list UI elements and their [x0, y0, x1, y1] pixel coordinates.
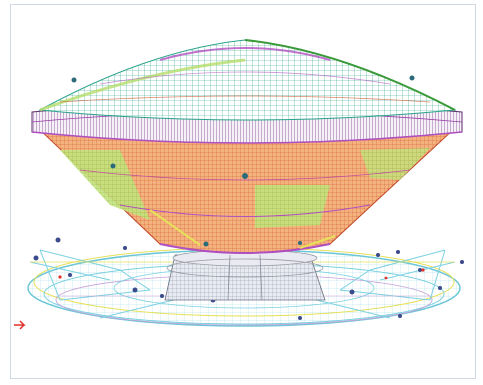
conical-shell: [36, 127, 457, 254]
dome-roof: [38, 39, 457, 121]
axis-marker-icon: [14, 320, 26, 330]
base-skirt: [164, 249, 326, 301]
